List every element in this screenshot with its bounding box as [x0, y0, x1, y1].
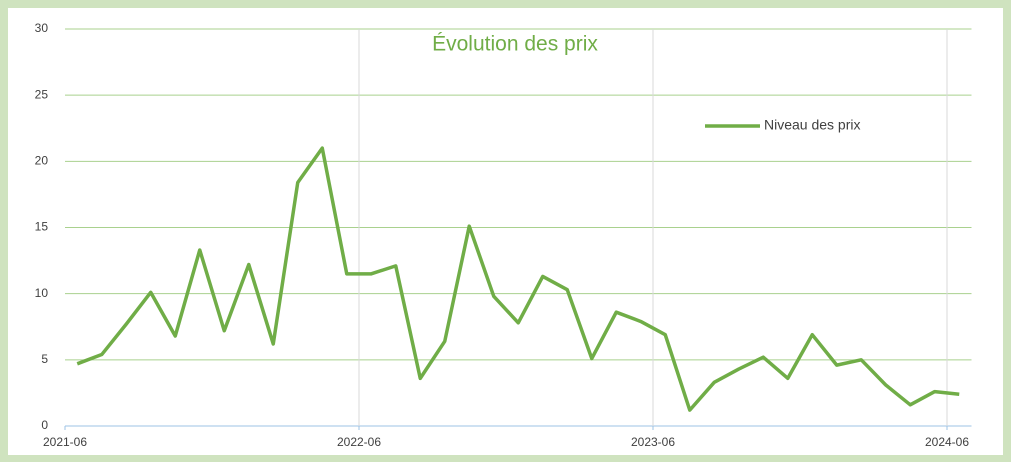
- x-tick-label: 2024-06: [925, 435, 969, 449]
- y-tick-label: 0: [41, 418, 48, 432]
- data-line: [76, 146, 960, 412]
- x-tick-label: 2022-06: [337, 435, 381, 449]
- y-tick-label: 30: [35, 21, 49, 35]
- legend-label: Niveau des prix: [764, 117, 861, 133]
- y-tick-label: 10: [35, 286, 49, 300]
- y-tick-label: 25: [35, 87, 49, 101]
- y-tick-label: 15: [35, 220, 49, 234]
- x-tick-label: 2023-06: [631, 435, 675, 449]
- chart-title: Évolution des prix: [432, 33, 598, 56]
- y-tick-label: 5: [41, 352, 48, 366]
- y-tick-label: 20: [35, 154, 49, 168]
- chart-area: [8, 8, 1003, 455]
- x-tick-label: 2021-06: [43, 435, 87, 449]
